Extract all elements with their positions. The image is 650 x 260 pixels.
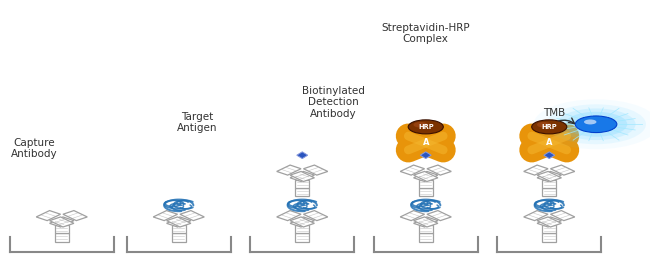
Text: HRP: HRP: [418, 124, 434, 130]
Polygon shape: [277, 165, 301, 175]
Polygon shape: [419, 233, 433, 242]
Text: A: A: [422, 139, 429, 147]
Polygon shape: [413, 217, 438, 227]
Polygon shape: [153, 211, 177, 221]
Text: Capture
Antibody: Capture Antibody: [11, 138, 58, 159]
Polygon shape: [304, 211, 328, 221]
Polygon shape: [413, 217, 438, 227]
Polygon shape: [542, 225, 556, 233]
Polygon shape: [419, 188, 433, 196]
Polygon shape: [49, 217, 74, 227]
Polygon shape: [427, 211, 451, 221]
Polygon shape: [166, 217, 191, 227]
Polygon shape: [427, 165, 451, 175]
Polygon shape: [542, 233, 556, 242]
Polygon shape: [544, 152, 554, 159]
Polygon shape: [400, 211, 424, 221]
Circle shape: [537, 122, 551, 128]
Polygon shape: [295, 188, 309, 196]
Circle shape: [408, 120, 443, 134]
Polygon shape: [551, 165, 575, 175]
Polygon shape: [537, 217, 562, 227]
Polygon shape: [295, 233, 309, 242]
Polygon shape: [172, 233, 186, 242]
Text: TMB: TMB: [543, 108, 565, 118]
Polygon shape: [295, 225, 309, 233]
Text: Biotinylated
Detection
Antibody: Biotinylated Detection Antibody: [302, 86, 365, 119]
Polygon shape: [524, 165, 548, 175]
Text: A: A: [546, 139, 552, 147]
Text: Streptavidin-HRP
Complex: Streptavidin-HRP Complex: [382, 23, 470, 44]
Text: HRP: HRP: [541, 124, 557, 130]
Polygon shape: [542, 180, 556, 188]
Polygon shape: [277, 211, 301, 221]
Polygon shape: [63, 211, 87, 221]
Circle shape: [532, 120, 567, 134]
Polygon shape: [180, 211, 204, 221]
Circle shape: [584, 119, 597, 125]
Polygon shape: [413, 171, 438, 181]
Polygon shape: [297, 152, 307, 159]
Polygon shape: [49, 217, 74, 227]
Polygon shape: [524, 211, 548, 221]
Polygon shape: [419, 180, 433, 188]
Text: Target
Antigen: Target Antigen: [177, 112, 217, 133]
Polygon shape: [36, 211, 60, 221]
Circle shape: [565, 112, 627, 137]
Polygon shape: [295, 180, 309, 188]
Polygon shape: [400, 165, 424, 175]
Polygon shape: [304, 165, 328, 175]
Polygon shape: [419, 225, 433, 233]
Polygon shape: [290, 171, 315, 181]
Circle shape: [413, 122, 428, 128]
Polygon shape: [421, 152, 431, 159]
Circle shape: [546, 104, 646, 144]
Polygon shape: [551, 211, 575, 221]
Polygon shape: [542, 188, 556, 196]
Polygon shape: [537, 217, 562, 227]
Polygon shape: [413, 171, 438, 181]
Polygon shape: [537, 171, 562, 181]
Polygon shape: [290, 217, 315, 227]
Polygon shape: [290, 217, 315, 227]
Polygon shape: [166, 217, 191, 227]
Polygon shape: [290, 171, 315, 181]
Polygon shape: [172, 225, 186, 233]
Circle shape: [575, 116, 617, 133]
Polygon shape: [55, 233, 69, 242]
Polygon shape: [55, 225, 69, 233]
Circle shape: [534, 99, 650, 149]
Polygon shape: [537, 171, 562, 181]
Circle shape: [556, 108, 636, 140]
